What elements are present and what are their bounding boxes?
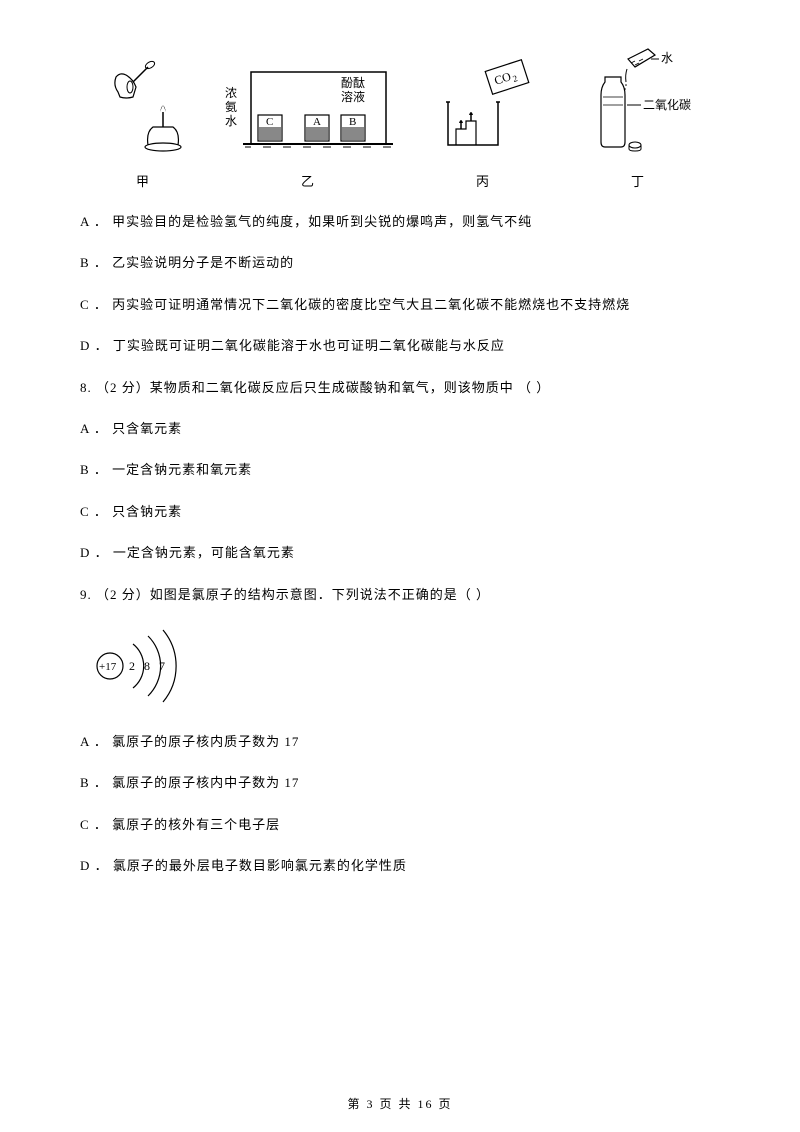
option-8d: D ． 一定含钠元素，可能含氧元素 <box>80 541 720 564</box>
yi-box-a-label: A <box>313 116 321 128</box>
svg-text:水: 水 <box>225 114 237 128</box>
yi-text-phenol: 酚酞 <box>341 75 365 90</box>
option-7a: A ． 甲实验目的是检验氢气的纯度，如果听到尖锐的爆鸣声，则氢气不纯 <box>80 210 720 233</box>
figure-jia-svg <box>98 57 188 157</box>
figure-jia: 甲 <box>98 57 188 190</box>
question-8-stem: 8. （2 分）某物质和二氧化碳反应后只生成碳酸钠和氧气，则该物质中 （ ） <box>80 376 720 399</box>
ding-water-label: 水 <box>661 51 673 65</box>
figure-bing-svg: CO 2 <box>428 57 538 157</box>
option-8a: A ． 只含氧元素 <box>80 417 720 440</box>
question-9-stem: 9. （2 分）如图是氯原子的结构示意图．下列说法不正确的是（ ） <box>80 583 720 606</box>
option-8b: B ． 一定含钠元素和氧元素 <box>80 458 720 481</box>
experiment-figures: 甲 浓 氨 水 酚酞 溶液 C A B <box>80 50 720 190</box>
atom-svg: +17 2 8 7 <box>90 626 210 706</box>
figure-yi-label: 乙 <box>301 171 314 190</box>
figure-jia-label: 甲 <box>136 171 149 190</box>
page-footer: 第 3 页 共 16 页 <box>0 1095 800 1112</box>
figure-ding-label: 丁 <box>631 171 644 190</box>
yi-box-b-label: B <box>349 116 356 128</box>
option-9d: D ． 氯原子的最外层电子数目影响氯元素的化学性质 <box>80 854 720 877</box>
svg-text:溶液: 溶液 <box>341 89 365 104</box>
atom-shell1-label: 2 <box>129 659 135 673</box>
option-9b: B ． 氯原子的原子核内中子数为 17 <box>80 771 720 794</box>
atom-shell3-label: 7 <box>159 659 165 673</box>
atom-shell2-label: 8 <box>144 659 150 673</box>
option-7b: B ． 乙实验说明分子是不断运动的 <box>80 251 720 274</box>
chlorine-atom-diagram: +17 2 8 7 <box>90 626 720 710</box>
figure-bing: CO 2 丙 <box>428 57 538 190</box>
yi-text-ammonia: 浓 <box>225 86 237 100</box>
figure-yi-svg: 浓 氨 水 酚酞 溶液 C A B <box>223 57 393 157</box>
figure-ding-svg: 水 二氧化碳 <box>573 47 703 157</box>
atom-nucleus-label: +17 <box>99 661 117 673</box>
figure-ding: 水 二氧化碳 丁 <box>573 47 703 190</box>
figure-yi: 浓 氨 水 酚酞 溶液 C A B 乙 <box>223 57 393 190</box>
svg-text:氨: 氨 <box>225 100 237 114</box>
option-9a: A ． 氯原子的原子核内质子数为 17 <box>80 730 720 753</box>
ding-co2-label: 二氧化碳 <box>643 98 691 112</box>
yi-box-c-label: C <box>266 116 273 128</box>
option-7d: D ． 丁实验既可证明二氧化碳能溶于水也可证明二氧化碳能与水反应 <box>80 334 720 357</box>
option-8c: C ． 只含钠元素 <box>80 500 720 523</box>
option-9c: C ． 氯原子的核外有三个电子层 <box>80 813 720 836</box>
figure-bing-label: 丙 <box>476 171 489 190</box>
option-7c: C ． 丙实验可证明通常情况下二氧化碳的密度比空气大且二氧化碳不能燃烧也不支持燃… <box>80 293 720 316</box>
